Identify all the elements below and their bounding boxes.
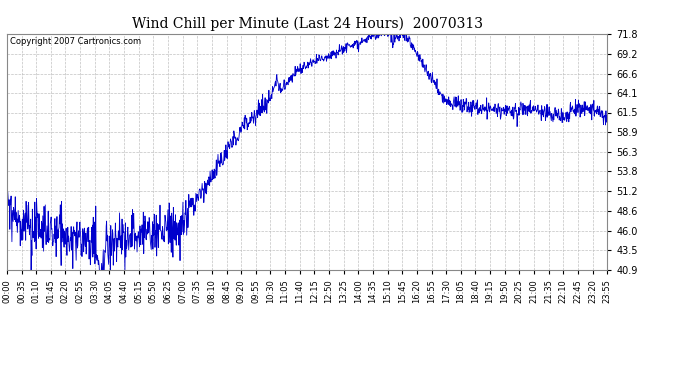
Title: Wind Chill per Minute (Last 24 Hours)  20070313: Wind Chill per Minute (Last 24 Hours) 20… bbox=[132, 17, 482, 31]
Text: Copyright 2007 Cartronics.com: Copyright 2007 Cartronics.com bbox=[10, 37, 141, 46]
